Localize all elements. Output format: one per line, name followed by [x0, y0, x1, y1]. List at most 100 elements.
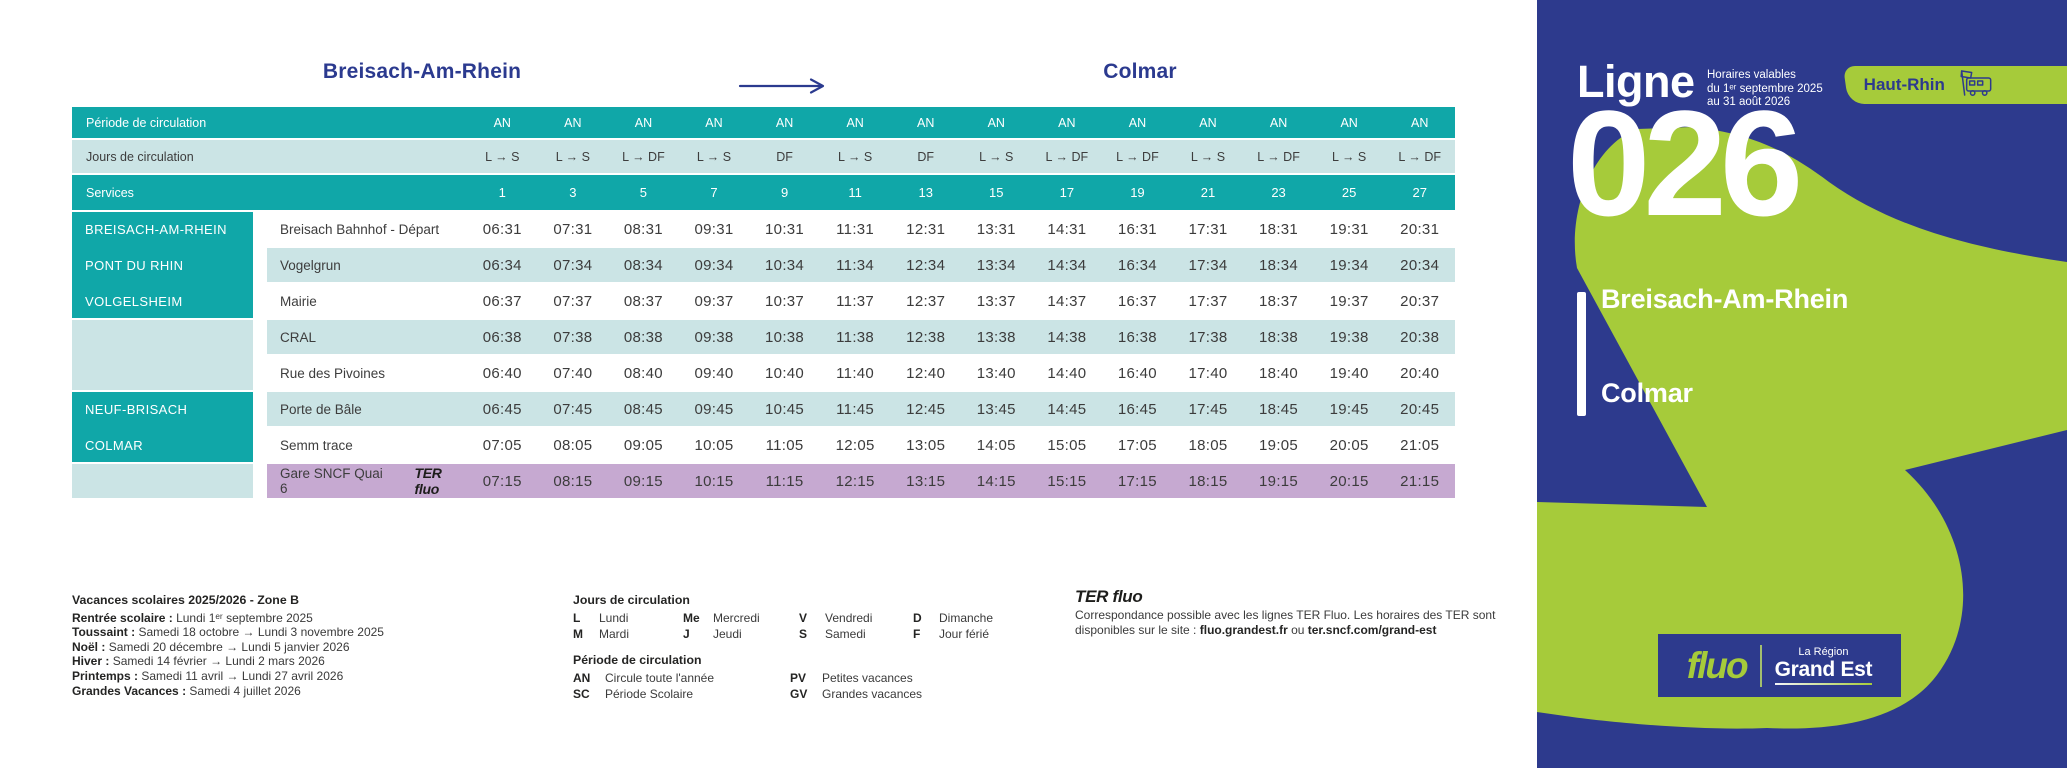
time-cell: 11:15: [765, 472, 804, 490]
time-cell: 11:45: [836, 400, 875, 418]
time-cell: 06:45: [482, 400, 522, 418]
time-cell: 14:31: [1047, 220, 1087, 238]
time-cell: 07:34: [553, 256, 593, 274]
timetable-row: Vogelgrun 06:34 07:34 08:34 09:34 10:34 11:34 1…: [267, 248, 1455, 282]
time-cell: 16:31: [1117, 220, 1157, 238]
time-cell: 21:15: [1400, 472, 1440, 490]
department-badge-label: Haut-Rhin: [1863, 75, 1945, 94]
time-cell: 08:31: [623, 220, 663, 238]
stop-cell: Breisach Bahnhof - Départ: [267, 222, 467, 237]
timetable-row: CRAL 06:38 07:38 08:38 09:38 10:38 11:38 12:38 1…: [267, 320, 1455, 354]
time-cell: 09:38: [694, 328, 734, 346]
header-cell-jours: L → DF: [1045, 149, 1089, 164]
time-cell: 20:15: [1329, 472, 1369, 490]
header-cell-periode: AN: [705, 115, 723, 130]
line-identity-panel: Ligne Horaires valables du 1ᵉʳ septembre…: [1537, 0, 2067, 768]
time-cell: 08:05: [553, 436, 593, 454]
time-cell: 07:05: [482, 436, 522, 454]
header-cell-services: 7: [710, 185, 718, 200]
time-cell: 09:15: [623, 472, 663, 490]
holiday-line: Toussaint : Samedi 18 octobre → Lundi 3 …: [72, 625, 384, 640]
time-cell: 11:38: [836, 328, 875, 346]
time-cell: 10:31: [765, 220, 805, 238]
time-cell: 06:34: [482, 256, 522, 274]
route-vertical-bar: [1577, 292, 1586, 416]
time-cell: 07:37: [553, 292, 593, 310]
table-header-row-jours: Jours de circulation L → S L → S L → DF L → …: [72, 140, 1455, 173]
header-cell-jours: L → S: [696, 149, 732, 164]
time-cell: 20:40: [1400, 364, 1440, 382]
header-cell-services: 23: [1271, 185, 1286, 200]
stop-cell: Mairie: [267, 294, 467, 309]
time-cell: 17:45: [1188, 400, 1228, 418]
header-cell-jours: L → DF: [1257, 149, 1300, 164]
header-cell-services: 19: [1130, 185, 1145, 200]
time-cell: 06:37: [482, 292, 522, 310]
period-legend-title: Période de circulation: [573, 653, 702, 667]
header-cell-jours: L → DF: [1398, 149, 1441, 164]
logo-separator: [1759, 644, 1762, 687]
header-cell-services: 11: [848, 185, 862, 200]
department-badge: Haut-Rhin: [1843, 66, 2067, 104]
header-cell-jours: L → S: [485, 149, 520, 164]
time-cell: 18:15: [1188, 472, 1228, 490]
green-blob-artwork: [1537, 127, 2067, 729]
header-cell-periode: AN: [634, 115, 653, 130]
time-cell: 19:15: [1259, 472, 1299, 490]
time-cell: 06:38: [482, 328, 522, 346]
stop-cell: Semm trace: [267, 438, 467, 453]
commune-label: VOLGELSHEIM: [85, 293, 183, 309]
time-cell: 12:15: [835, 472, 875, 490]
header-cell-periode: AN: [1058, 115, 1076, 130]
time-cell: 16:37: [1117, 292, 1157, 310]
time-cell: 10:15: [694, 472, 734, 490]
time-cell: 12:34: [906, 256, 946, 274]
timetable: Période de circulation AN AN AN AN AN AN AN AN AN…: [72, 107, 1455, 498]
header-cell-periode: AN: [775, 115, 794, 130]
time-cell: 18:05: [1188, 436, 1228, 454]
period-legend: Période de circulation AN Circule toute l…: [573, 653, 982, 702]
region-logo-underline: [1774, 683, 1873, 685]
header-cell-services: 13: [918, 185, 933, 200]
time-cell: 14:05: [976, 436, 1016, 454]
ter-correspondence-note: TER fluo Correspondance possible avec le…: [1075, 588, 1505, 639]
time-cell: 20:34: [1400, 256, 1440, 274]
table-header-row-services: Services 1 3 5 7 9 11 13 15 17 19 21 23 25 27: [72, 175, 1455, 210]
days-legend-title: Jours de circulation: [573, 593, 690, 607]
time-cell: 08:45: [623, 400, 663, 418]
holiday-line: Noël : Samedi 20 décembre → Lundi 5 janv…: [72, 639, 350, 654]
header-cell-periode: AN: [987, 115, 1005, 130]
time-cell: 12:38: [906, 328, 946, 346]
timetable-row: Rue des Pivoines 06:40 07:40 08:40 09:40 10:4…: [267, 356, 1455, 390]
time-cell: 08:38: [623, 328, 663, 346]
header-cell-jours: L → S: [1190, 149, 1226, 164]
time-cell: 17:38: [1188, 328, 1228, 346]
table-header-label: Jours de circulation: [86, 149, 194, 164]
header-cell-services: 15: [989, 185, 1004, 200]
time-cell: 17:34: [1188, 256, 1228, 274]
ter-site-link1: fluo.grandest.fr: [1199, 623, 1288, 637]
timetable-row: Gare SNCF Quai 6 TER fluo 07:15 08:15 09:15 1…: [267, 464, 1455, 498]
time-cell: 19:37: [1329, 292, 1369, 310]
commune-label: NEUF-BRISACH: [85, 401, 188, 417]
time-cell: 19:40: [1329, 364, 1369, 382]
stop-name: Rue des Pivoines: [280, 365, 386, 381]
time-cell: 13:38: [976, 328, 1016, 346]
ter-site-link2: ter.sncf.com/grand-est: [1307, 623, 1437, 637]
header-cell-jours: L → DF: [1116, 149, 1159, 164]
header-cell-periode: AN: [1199, 115, 1217, 130]
time-cell: 14:34: [1047, 256, 1087, 274]
stop-name: Gare SNCF Quai 6: [280, 466, 383, 496]
time-cell: 07:15: [482, 472, 522, 490]
time-cell: 10:37: [765, 292, 805, 310]
header-cell-jours: L → DF: [622, 149, 665, 164]
time-cell: 13:40: [976, 364, 1016, 382]
time-cell: 18:40: [1259, 364, 1299, 382]
time-cell: 08:40: [623, 364, 663, 382]
time-cell: 17:15: [1117, 472, 1157, 490]
time-cell: 13:37: [976, 292, 1016, 310]
stop-name: Breisach Bahnhof - Départ: [280, 221, 440, 237]
stop-cell: Gare SNCF Quai 6 TER fluo: [267, 465, 467, 497]
time-cell: 12:37: [906, 292, 946, 310]
time-cell: 20:31: [1400, 220, 1440, 238]
